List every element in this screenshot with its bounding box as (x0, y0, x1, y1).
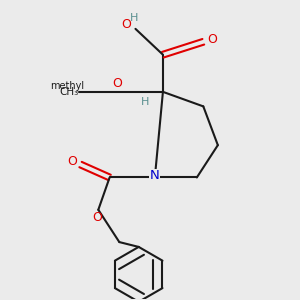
Text: O: O (92, 211, 102, 224)
Text: H: H (130, 13, 139, 23)
Text: CH₃: CH₃ (59, 87, 78, 97)
Text: H: H (141, 97, 149, 106)
Text: methyl: methyl (51, 81, 85, 91)
Text: O: O (112, 77, 122, 90)
Text: O: O (67, 155, 77, 168)
Text: O: O (121, 18, 131, 31)
Text: O: O (207, 33, 217, 46)
Text: N: N (150, 169, 160, 182)
